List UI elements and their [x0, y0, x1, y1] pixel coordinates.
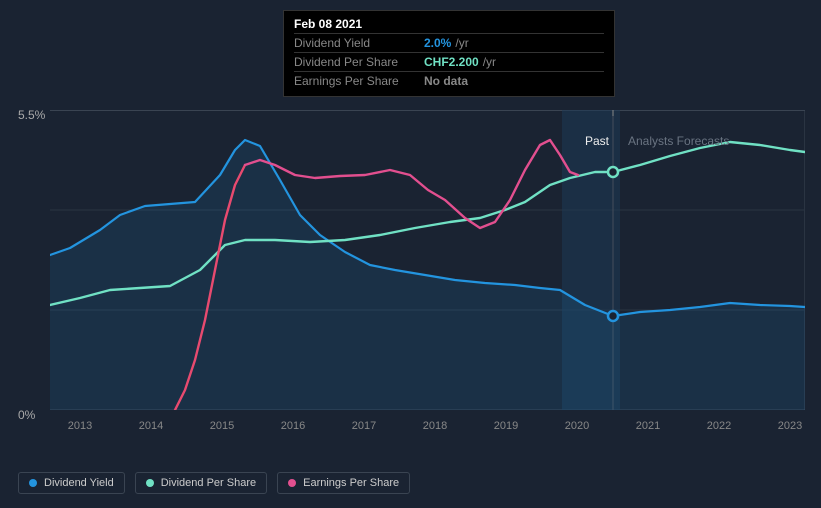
x-axis-label: 2021 — [636, 420, 660, 432]
x-axis-label: 2019 — [494, 420, 518, 432]
tooltip-unit: /yr — [455, 36, 468, 50]
x-axis-label: 2014 — [139, 420, 163, 432]
chart-area[interactable] — [50, 110, 805, 410]
legend-item[interactable]: Dividend Yield — [18, 472, 125, 494]
legend-dot-icon — [288, 479, 296, 487]
legend-item[interactable]: Dividend Per Share — [135, 472, 267, 494]
legend-label: Dividend Per Share — [161, 477, 256, 489]
legend-dot-icon — [29, 479, 37, 487]
tooltip-value: CHF2.200 — [424, 55, 479, 69]
tooltip-label: Dividend Per Share — [294, 55, 424, 69]
tooltip-value: 2.0% — [424, 36, 451, 50]
past-label: Past — [585, 134, 609, 148]
y-axis-label: 0% — [18, 408, 35, 422]
tooltip-value: No data — [424, 74, 468, 88]
tooltip-unit: /yr — [483, 55, 496, 69]
tooltip-date: Feb 08 2021 — [294, 17, 604, 31]
x-axis-label: 2015 — [210, 420, 234, 432]
chart-legend: Dividend Yield Dividend Per Share Earnings… — [18, 472, 410, 494]
x-axis-label: 2017 — [352, 420, 376, 432]
tooltip-label: Dividend Yield — [294, 36, 424, 50]
forecast-label: Analysts Forecasts — [628, 134, 729, 148]
legend-label: Earnings Per Share — [303, 477, 399, 489]
tooltip-row: Dividend Per ShareCHF2.200/yr — [294, 52, 604, 71]
y-axis-label: 5.5% — [18, 108, 45, 122]
x-axis-label: 2013 — [68, 420, 92, 432]
legend-label: Dividend Yield — [44, 477, 114, 489]
x-axis-label: 2022 — [707, 420, 731, 432]
legend-dot-icon — [146, 479, 154, 487]
chart-tooltip: Feb 08 2021 Dividend Yield2.0%/yrDividen… — [283, 10, 615, 97]
x-axis-label: 2023 — [778, 420, 802, 432]
x-axis-label: 2020 — [565, 420, 589, 432]
tooltip-row: Dividend Yield2.0% /yr — [294, 33, 604, 52]
tooltip-label: Earnings Per Share — [294, 74, 424, 88]
line-chart — [50, 110, 805, 410]
legend-item[interactable]: Earnings Per Share — [277, 472, 410, 494]
x-axis-label: 2016 — [281, 420, 305, 432]
tooltip-row: Earnings Per ShareNo data — [294, 71, 604, 90]
x-axis-label: 2018 — [423, 420, 447, 432]
